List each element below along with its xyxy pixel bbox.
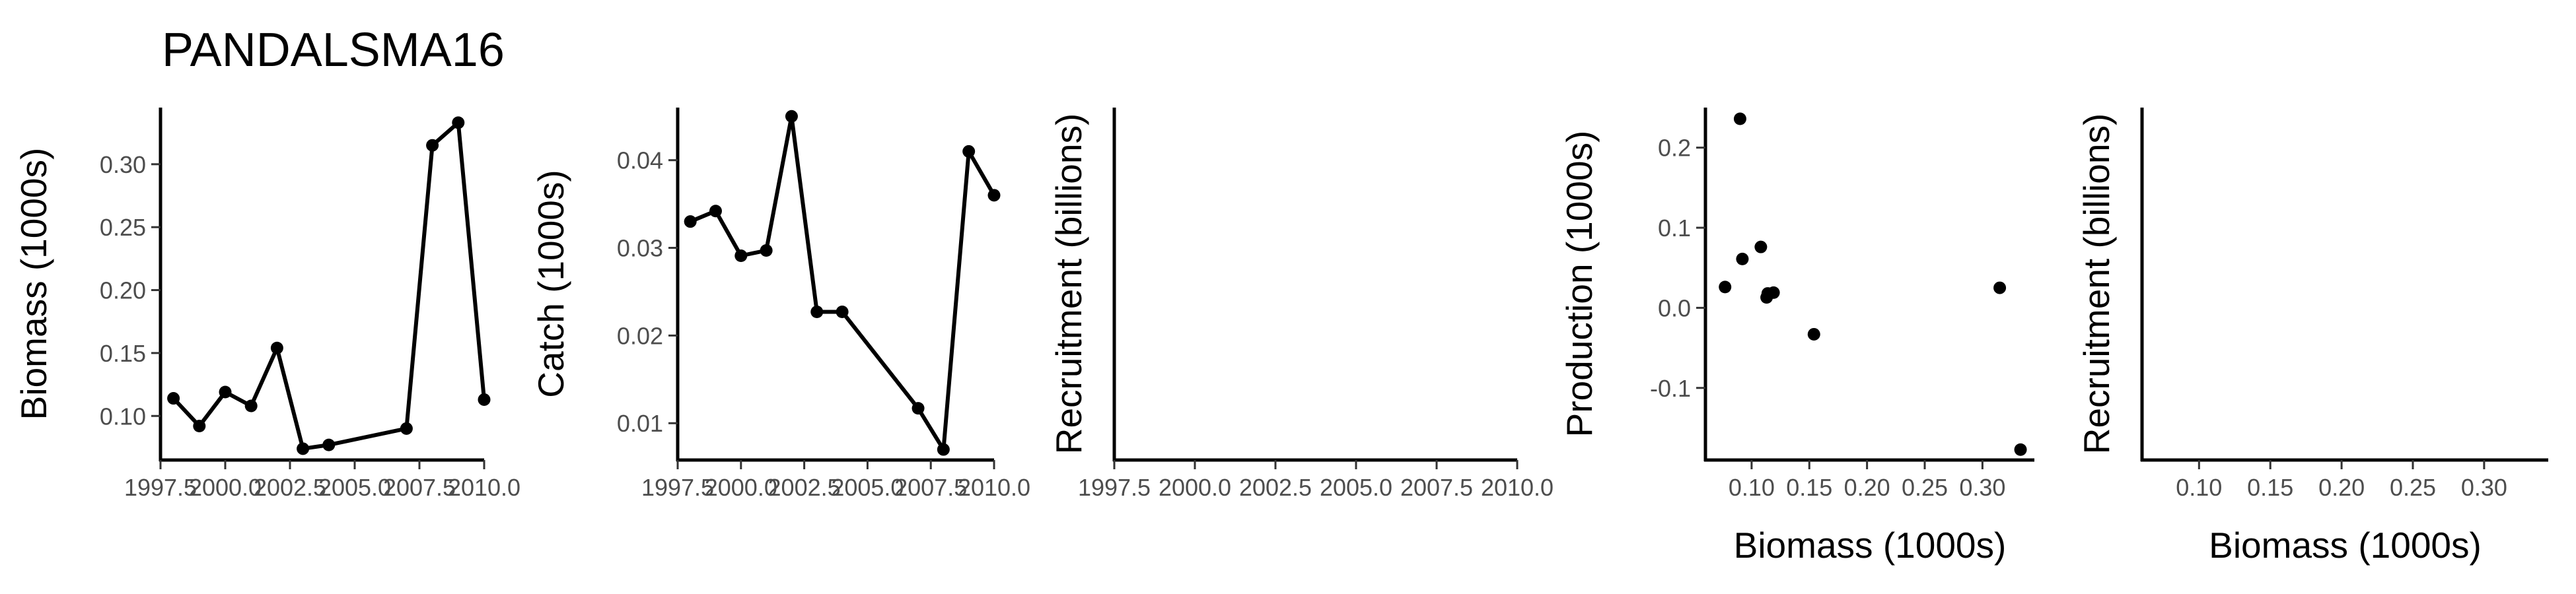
panel4-data-point	[1733, 112, 1746, 125]
panel1-data-point	[270, 341, 283, 354]
panel2-data-point	[836, 306, 849, 319]
panel4-data-point	[2014, 443, 2027, 456]
panel1-y-tick-label: 0.15	[100, 340, 146, 367]
panel2-x-tick-label: 2002.5	[768, 474, 841, 501]
panel5-x-tick-label: 0.25	[2390, 474, 2436, 501]
panel2-data-point	[962, 145, 976, 158]
panel1-data-point	[400, 422, 413, 435]
panel1-x-tick-label: 2007.5	[383, 474, 456, 501]
panel5-x-tick-label: 0.30	[2461, 474, 2507, 501]
panel1-x-tick-label: 2005.0	[318, 474, 391, 501]
panel4-y-tick-label: 0.0	[1658, 294, 1691, 321]
panel2-x-tick-label: 2007.5	[894, 474, 967, 501]
panel4-x-tick-label: 0.15	[1786, 474, 1832, 501]
panel2-x-tick-label: 2000.0	[705, 474, 777, 501]
panel2-data-point	[684, 215, 697, 228]
panel1-series-line	[172, 120, 486, 451]
panel1-data-point	[478, 393, 491, 406]
panel3-x-tick-label: 2007.5	[1400, 474, 1473, 501]
panel2-series-line	[690, 114, 996, 452]
panel4-y-tick-label: 0.1	[1658, 214, 1691, 242]
panel1-y-tick-label: 0.30	[100, 151, 146, 178]
panel5-x-tick-label: 0.20	[2318, 474, 2365, 501]
panel2-x-tick-label: 1997.5	[641, 474, 714, 501]
panel1-data-point	[452, 116, 465, 129]
panel1-data-point	[193, 420, 206, 433]
panel2-data-point	[785, 110, 798, 123]
panel5-x-axis-label: Biomass (1000s)	[2209, 525, 2482, 566]
panel4-y-tick-label: -0.1	[1650, 375, 1691, 402]
panel2-y-tick-label: 0.02	[617, 322, 663, 349]
panel2-y-tick-label: 0.03	[617, 235, 663, 262]
panel4-x-tick-label: 0.25	[1902, 474, 1948, 501]
panel1-data-point	[297, 442, 310, 455]
panel1-y-tick-label: 0.10	[100, 403, 146, 430]
panel4-data-point	[1807, 327, 1820, 341]
panel4-x-tick-label: 0.30	[1959, 474, 2005, 501]
panel1-data-point	[322, 438, 336, 451]
panel4-data-point	[1719, 280, 1732, 294]
panel5-x-tick-label: 0.15	[2247, 474, 2293, 501]
panel1-x-tick-label: 2000.0	[189, 474, 262, 501]
panel2-y-tick-label: 0.04	[617, 147, 663, 174]
panel4-data-point	[1736, 252, 1749, 265]
panel1-y-axis-label: Biomass (1000s)	[13, 148, 54, 420]
panel2-y-axis-label: Catch (1000s)	[530, 170, 571, 397]
panel4-x-axis-label: Biomass (1000s)	[1734, 525, 2007, 566]
panel2-data-point	[912, 402, 925, 415]
panel3-x-tick-label: 2002.5	[1239, 474, 1312, 501]
panel2-y-tick-label: 0.01	[617, 410, 663, 437]
panel2-data-point	[810, 306, 824, 319]
panel4-data-point	[1993, 281, 2007, 294]
panel2-x-tick-label: 2010.0	[958, 474, 1030, 501]
panel3-x-tick-label: 1997.5	[1078, 474, 1151, 501]
panel4-y-tick-label: 0.2	[1658, 135, 1691, 162]
panel4-y-axis-label: Production (1000s)	[1559, 131, 1600, 438]
panel2-data-point	[709, 205, 722, 218]
panel3-y-axis-label: Recruitment (billions)	[1048, 114, 1089, 455]
panel2-data-point	[734, 249, 748, 262]
panel2-data-point	[937, 443, 950, 456]
panel4-x-tick-label: 0.20	[1844, 474, 1890, 501]
panel2-x-tick-label: 2005.0	[831, 474, 904, 501]
panel5-y-axis-label: Recruitment (billions)	[2076, 114, 2117, 455]
panel3-x-tick-label: 2005.0	[1320, 474, 1392, 501]
panel1-y-tick-label: 0.20	[100, 277, 146, 304]
panel4-data-point	[1754, 240, 1768, 253]
panel1-data-point	[167, 392, 180, 405]
panel1-data-point	[426, 139, 439, 152]
panel1-y-tick-label: 0.25	[100, 214, 146, 241]
panel5-x-tick-label: 0.10	[2176, 474, 2222, 501]
panel1-x-tick-label: 1997.5	[124, 474, 197, 501]
panel1-data-point	[244, 399, 258, 412]
panel1-x-tick-label: 2010.0	[448, 474, 520, 501]
panel2-data-point	[987, 189, 1001, 202]
page-title: PANDALSMA16	[162, 24, 505, 77]
panel3-x-tick-label: 2010.0	[1481, 474, 1554, 501]
panel2-data-point	[760, 244, 773, 257]
panel1-data-point	[219, 385, 232, 399]
panel3-x-tick-label: 2000.0	[1159, 474, 1231, 501]
panel4-data-point	[1767, 286, 1780, 299]
panel1-x-tick-label: 2002.5	[254, 474, 326, 501]
panel4-x-tick-label: 0.10	[1729, 474, 1775, 501]
